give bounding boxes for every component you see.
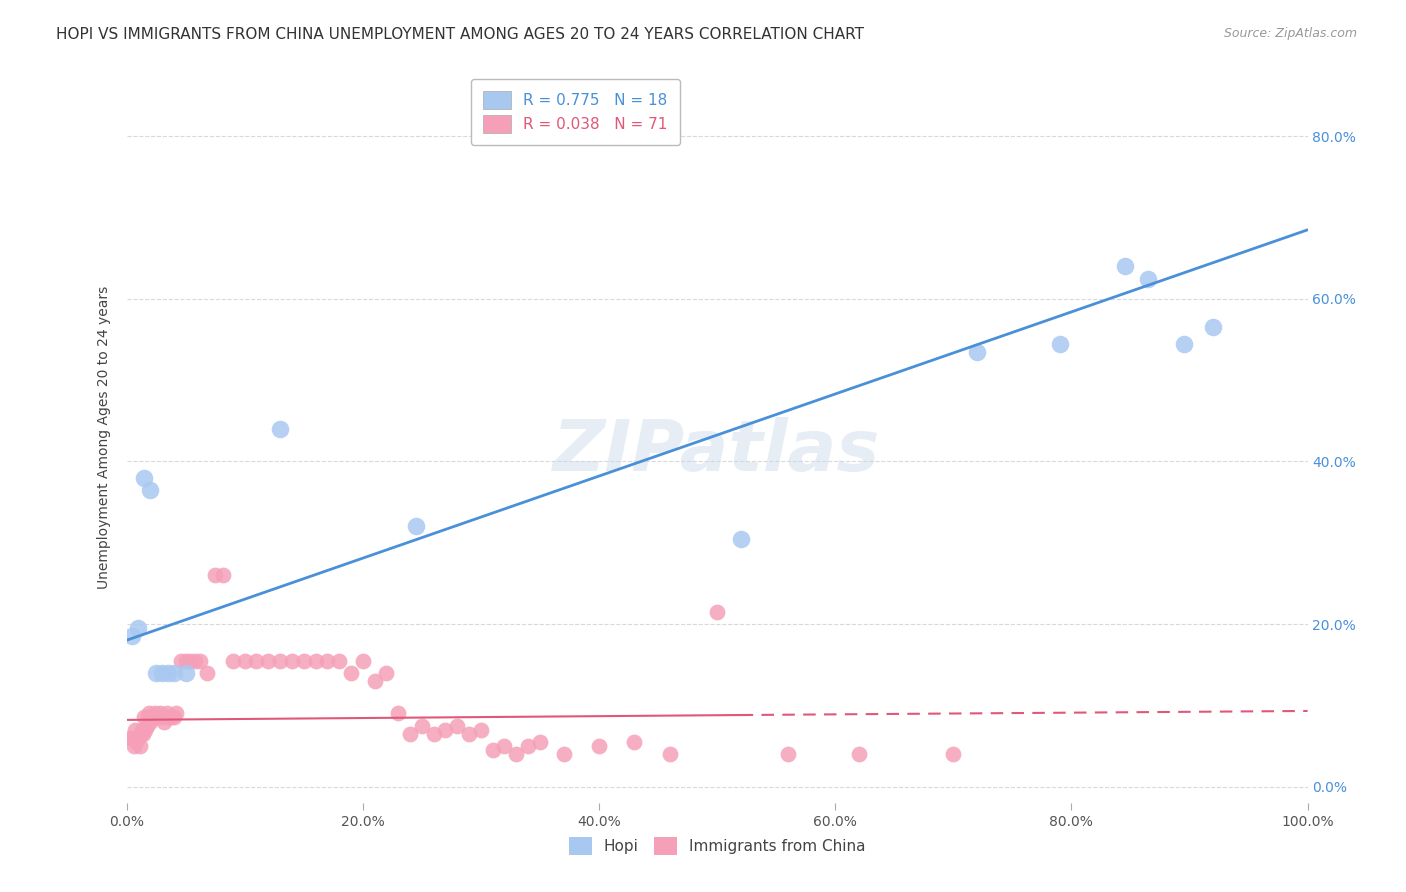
Point (966, 344, 988, 359)
Point (706, 605, 728, 619)
Point (121, 731, 143, 745)
Point (157, 710, 180, 724)
Point (132, 727, 155, 741)
Point (411, 718, 433, 732)
Point (212, 568, 235, 582)
Point (125, 735, 148, 749)
Point (269, 422, 291, 436)
Point (588, 739, 610, 753)
Text: ZIPatlas: ZIPatlas (554, 417, 880, 486)
Text: HOPI VS IMMIGRANTS FROM CHINA UNEMPLOYMENT AMONG AGES 20 TO 24 YEARS CORRELATION: HOPI VS IMMIGRANTS FROM CHINA UNEMPLOYME… (56, 27, 865, 42)
Point (375, 665, 398, 680)
Point (146, 710, 169, 724)
Point (127, 731, 149, 745)
Point (188, 654, 211, 668)
Point (340, 665, 363, 680)
Point (160, 710, 183, 724)
Point (494, 739, 516, 753)
Point (128, 739, 150, 753)
Point (328, 654, 350, 668)
Point (143, 706, 166, 721)
Point (135, 718, 157, 732)
Point (281, 654, 304, 668)
Point (387, 706, 409, 721)
Point (434, 723, 457, 737)
Point (1049, 336, 1071, 351)
Point (848, 747, 870, 761)
Point (776, 747, 799, 761)
Point (150, 665, 173, 680)
Point (470, 723, 492, 737)
Point (422, 727, 444, 741)
Point (942, 747, 965, 761)
Point (156, 665, 179, 680)
Point (233, 654, 256, 668)
Point (204, 568, 226, 582)
Point (222, 654, 245, 668)
Point (139, 483, 162, 497)
Point (150, 710, 173, 724)
Point (245, 654, 267, 668)
Point (1202, 320, 1225, 334)
Point (257, 654, 280, 668)
Text: Source: ZipAtlas.com: Source: ZipAtlas.com (1223, 27, 1357, 40)
Point (179, 654, 201, 668)
Point (304, 654, 326, 668)
Point (553, 747, 575, 761)
Point (730, 532, 752, 546)
Point (481, 743, 503, 757)
Point (446, 718, 468, 732)
Point (363, 673, 385, 688)
Point (1137, 271, 1160, 285)
Point (1114, 260, 1136, 274)
Point (623, 735, 645, 749)
Point (139, 714, 162, 729)
Point (163, 665, 186, 680)
Point (165, 706, 187, 721)
Point (127, 621, 149, 635)
Point (120, 731, 142, 745)
Point (458, 727, 481, 741)
Point (517, 739, 540, 753)
Point (170, 654, 193, 668)
Point (399, 727, 422, 741)
Point (145, 665, 167, 680)
Point (269, 654, 291, 668)
Point (1173, 336, 1195, 351)
Point (122, 739, 145, 753)
Point (129, 727, 152, 741)
Point (292, 654, 315, 668)
Point (174, 654, 197, 668)
Point (174, 665, 197, 680)
Point (121, 629, 143, 643)
Point (131, 723, 153, 737)
Point (134, 710, 156, 724)
Point (352, 654, 374, 668)
Point (149, 706, 172, 721)
Point (156, 706, 179, 721)
Point (405, 519, 427, 533)
Point (138, 706, 160, 721)
Point (136, 710, 159, 724)
Point (195, 665, 218, 680)
Point (184, 654, 207, 668)
Point (134, 723, 156, 737)
Point (316, 654, 339, 668)
Point (153, 714, 176, 729)
Point (658, 747, 681, 761)
Y-axis label: Unemployment Among Ages 20 to 24 years: Unemployment Among Ages 20 to 24 years (97, 285, 111, 589)
Point (163, 710, 186, 724)
Point (141, 710, 163, 724)
Point (124, 723, 146, 737)
Point (127, 731, 149, 745)
Point (505, 747, 527, 761)
Legend: Hopi, Immigrants from China: Hopi, Immigrants from China (562, 831, 872, 861)
Point (529, 735, 551, 749)
Point (134, 471, 156, 485)
